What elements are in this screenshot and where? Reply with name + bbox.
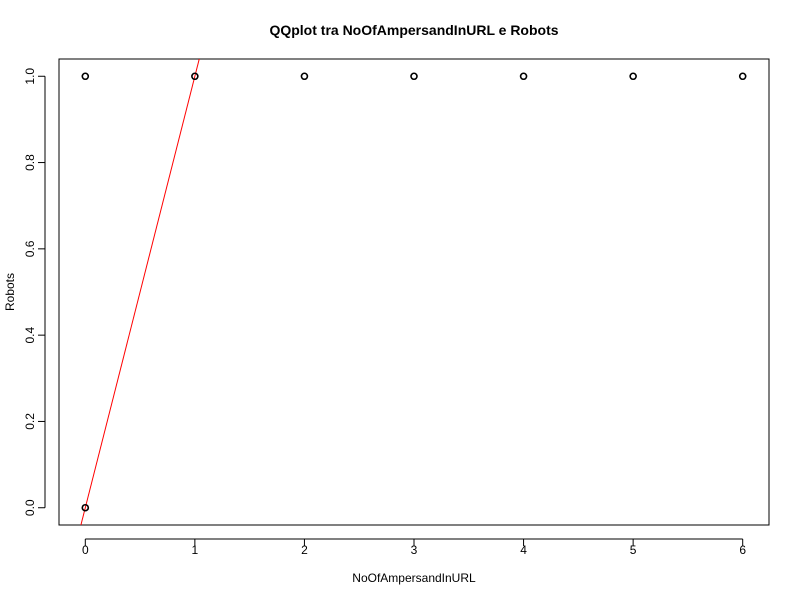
y-tick-label: 0.0 — [23, 499, 37, 516]
x-tick-label: 4 — [520, 543, 527, 557]
chart-title: QQplot tra NoOfAmpersandInURL e Robots — [269, 22, 558, 38]
data-point — [81, 503, 90, 512]
x-axis: 0 1 2 3 4 5 6 — [82, 538, 746, 557]
data-point — [300, 72, 309, 81]
x-tick-label: 0 — [82, 543, 89, 557]
reference-line — [80, 59, 200, 525]
data-point — [629, 72, 637, 81]
x-axis-label: NoOfAmpersandInURL — [352, 571, 476, 585]
data-point — [519, 72, 528, 81]
y-axis: 0.0 0.2 0.4 0.6 0.8 1.0 — [23, 68, 46, 516]
x-tick-label: 5 — [630, 543, 637, 557]
data-points-layer — [81, 72, 747, 512]
plot-area-frame — [58, 58, 770, 526]
x-tick-label: 1 — [192, 543, 199, 557]
y-axis-label: Robots — [3, 273, 17, 311]
data-point — [738, 72, 747, 81]
data-point — [81, 72, 90, 81]
data-point — [410, 72, 418, 81]
x-tick-label: 6 — [739, 543, 746, 557]
x-tick-label: 3 — [411, 543, 418, 557]
reference-line-layer — [80, 59, 200, 525]
y-tick-label: 0.4 — [23, 326, 37, 343]
y-tick-label: 0.2 — [23, 413, 37, 430]
data-point — [191, 72, 199, 81]
y-tick-label: 0.6 — [23, 240, 37, 257]
y-tick-label: 0.8 — [23, 154, 37, 171]
y-tick-label: 1.0 — [23, 68, 37, 85]
x-tick-label: 2 — [301, 543, 308, 557]
